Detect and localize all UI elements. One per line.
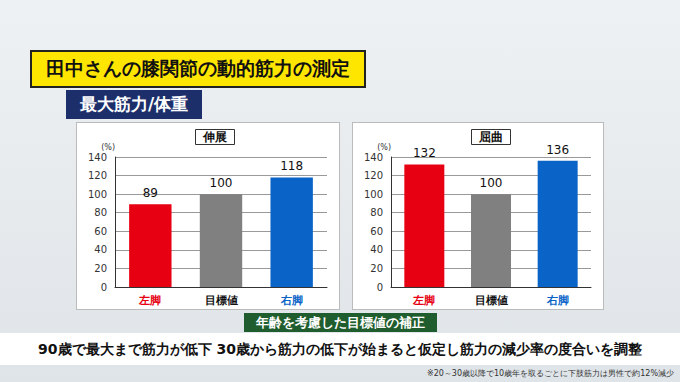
svg-text:目標値: 目標値 [205, 294, 238, 307]
svg-text:40: 40 [94, 244, 107, 255]
svg-text:0: 0 [377, 282, 383, 293]
html-text:90歳で最大まで筋力が低下 30歳から筋力の低下が始まると仮: 90歳で最大まで筋力が低下 30歳から筋力の低下が始まると仮定し筋力の減少率の度… [38, 341, 642, 357]
svg-text:100: 100 [480, 176, 503, 190]
svg-text:20: 20 [94, 263, 107, 274]
svg-text:(%): (%) [377, 143, 391, 152]
svg-text:136: 136 [546, 143, 569, 157]
svg-text:左脚: 左脚 [412, 294, 435, 307]
svg-text:0: 0 [101, 282, 107, 293]
svg-text:100: 100 [364, 189, 383, 200]
html-text:年齢を考慮した目標値の補正: 年齢を考慮した目標値の補正 [255, 315, 425, 330]
svg-text:右脚: 右脚 [546, 294, 569, 307]
svg-text:60: 60 [94, 226, 107, 237]
svg-text:120: 120 [364, 170, 383, 181]
svg-text:118: 118 [280, 159, 303, 173]
svg-text:100: 100 [88, 189, 107, 200]
svg-text:20: 20 [370, 263, 383, 274]
svg-text:140: 140 [88, 152, 107, 163]
svg-text:140: 140 [364, 152, 383, 163]
svg-text:60: 60 [370, 226, 383, 237]
svg-text:伸展: 伸展 [202, 130, 227, 144]
html-text:田中さんの膝関節の動的筋力の測定: 田中さんの膝関節の動的筋力の測定 [46, 57, 350, 79]
svg-text:132: 132 [413, 146, 436, 160]
svg-text:屈曲: 屈曲 [478, 130, 503, 144]
svg-text:80: 80 [94, 207, 107, 218]
svg-text:100: 100 [210, 176, 233, 190]
svg-text:89: 89 [143, 186, 158, 200]
svg-text:左脚: 左脚 [138, 294, 161, 307]
svg-text:目標値: 目標値 [475, 294, 508, 307]
svg-text:右脚: 右脚 [280, 294, 303, 307]
svg-text:80: 80 [370, 207, 383, 218]
svg-text:120: 120 [88, 170, 107, 181]
svg-text:(%): (%) [101, 143, 115, 152]
html-text:※20～30歳以降で10歳年を取るごとに下肢筋力は男性で約1: ※20～30歳以降で10歳年を取るごとに下肢筋力は男性で約12%減少 [427, 369, 674, 378]
html-text:最大筋力/体重: 最大筋力/体重 [80, 94, 189, 114]
svg-text:40: 40 [370, 244, 383, 255]
